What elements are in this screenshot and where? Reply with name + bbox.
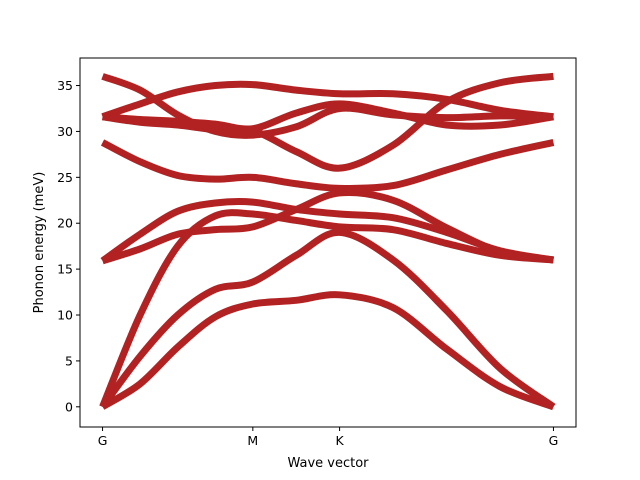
y-tick-label-10: 10 bbox=[57, 308, 73, 323]
phonon-branch-9 bbox=[101, 80, 554, 121]
phonon-branch-5 bbox=[100, 198, 555, 264]
x-tick-label-1: G bbox=[98, 433, 108, 448]
y-tick-label-25: 25 bbox=[57, 170, 73, 185]
y-tick-label-15: 15 bbox=[57, 262, 73, 277]
phonon-branch-2 bbox=[99, 228, 556, 410]
x-tick-label-3: K bbox=[335, 433, 344, 448]
y-tick-label-35: 35 bbox=[57, 78, 73, 93]
y-tick-label-20: 20 bbox=[57, 216, 73, 231]
x-tick-label-2: M bbox=[247, 433, 258, 448]
plot-frame bbox=[79, 57, 577, 428]
phonon-branch-8 bbox=[102, 100, 555, 133]
y-axis-ticks: 0 5 10 15 20 25 30 35 bbox=[57, 78, 80, 414]
phonon-branch-10 bbox=[101, 73, 554, 139]
y-tick-label-30: 30 bbox=[57, 124, 73, 139]
x-axis-label: Wave vector bbox=[287, 456, 369, 471]
y-tick-label-5: 5 bbox=[65, 353, 73, 368]
phonon-branch-1 bbox=[100, 291, 555, 411]
phonon-branch-3 bbox=[99, 209, 554, 409]
y-axis-label: Phonon energy (meV) bbox=[32, 172, 47, 314]
series-lines bbox=[99, 72, 556, 411]
x-tick-label-4: G bbox=[549, 433, 559, 448]
y-tick-label-0: 0 bbox=[65, 399, 73, 414]
phonon-branch-6 bbox=[100, 139, 555, 192]
